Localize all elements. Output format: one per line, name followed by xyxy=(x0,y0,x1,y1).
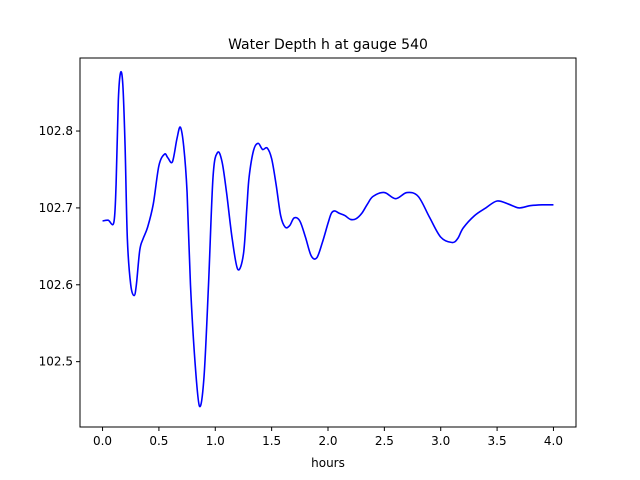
x-tick-label: 0.5 xyxy=(149,434,168,448)
x-tick-label: 1.5 xyxy=(262,434,281,448)
series-line xyxy=(102,70,554,408)
x-tick-label: 2.0 xyxy=(318,434,337,448)
x-tick-label: 2.5 xyxy=(375,434,394,448)
x-tick-label: 3.5 xyxy=(488,434,507,448)
y-tick-label: 102.6 xyxy=(39,278,73,292)
y-axis-ticks: 102.5 102.6 102.7 102.8 xyxy=(39,124,80,369)
y-tick-label: 102.8 xyxy=(39,124,73,138)
x-tick-label: 4.0 xyxy=(544,434,563,448)
x-tick-label: 0.0 xyxy=(93,434,112,448)
y-tick-label: 102.7 xyxy=(39,201,73,215)
chart-title: Water Depth h at gauge 540 xyxy=(228,37,428,53)
axes-frame xyxy=(79,57,577,428)
y-tick-label: 102.5 xyxy=(39,355,73,369)
x-tick-label: 3.0 xyxy=(431,434,450,448)
plot-area xyxy=(102,70,554,408)
x-tick-label: 1.0 xyxy=(206,434,225,448)
x-axis-label: hours xyxy=(311,456,345,470)
x-axis-ticks: 0.0 0.5 1.0 1.5 2.0 2.5 3.0 3.5 4.0 xyxy=(93,427,563,448)
